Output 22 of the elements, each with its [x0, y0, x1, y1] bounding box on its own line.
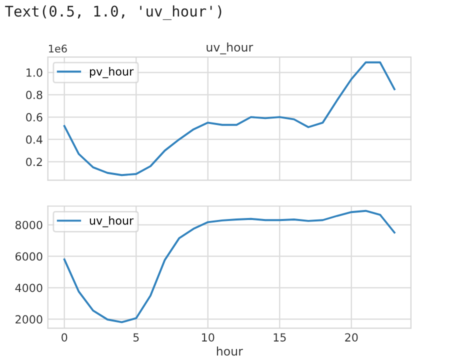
y-tick-label: 0.8 — [26, 90, 42, 100]
x-axis-title: hour — [216, 346, 243, 356]
x-tick-label: 0 — [62, 333, 68, 342]
x-tick-label: 10 — [202, 333, 214, 342]
legend-label: uv_hour — [90, 216, 134, 228]
x-tick-label: 5 — [133, 333, 139, 342]
x-tick-label: 15 — [274, 333, 286, 342]
text: Text(0.5, 1.0, 'uv_hour') — [5, 5, 222, 20]
y-tick-label: 2000 — [16, 315, 42, 324]
y-tick-label: 6000 — [16, 252, 42, 261]
chart-title: uv_hour — [206, 42, 254, 54]
y-tick-label: 8000 — [15, 220, 42, 230]
y-tick-label: 4000 — [15, 284, 42, 292]
text: 1e6 — [49, 44, 67, 53]
legend-label: pv_hour — [90, 67, 134, 78]
line-series — [63, 210, 396, 324]
y-tick-label: 0.6 — [26, 113, 42, 122]
line-series — [63, 61, 396, 176]
x-tick-label: 20 — [345, 333, 358, 342]
y-tick-label: 1.0 — [26, 68, 42, 77]
y-tick-label: 0.4 — [26, 135, 42, 144]
y-tick-label: 0.2 — [26, 158, 42, 166]
